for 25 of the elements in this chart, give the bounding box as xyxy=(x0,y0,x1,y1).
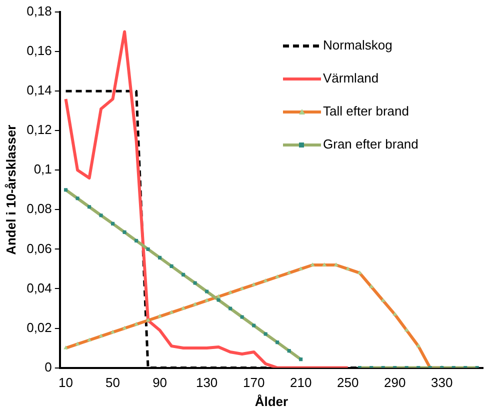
y-tick-label: 0,1 xyxy=(34,162,52,177)
y-tick-label: 0,18 xyxy=(26,4,52,19)
y-tick-label: 0,14 xyxy=(26,82,52,98)
x-axis-title: Ålder xyxy=(254,394,288,409)
y-tick-label: 0,12 xyxy=(26,122,52,138)
legend-label: Normalskog xyxy=(323,38,392,53)
x-tick-label: 330 xyxy=(431,375,453,390)
x-tick-label: 210 xyxy=(290,375,312,390)
y-axis-title: Andel i 10-årsklasser xyxy=(3,124,18,255)
y-tick-label: 0,02 xyxy=(26,320,52,335)
legend-label: Värmland xyxy=(323,70,379,86)
x-tick-label: 90 xyxy=(152,375,168,390)
x-tick-label: 130 xyxy=(196,375,218,390)
y-tick-label: 0,16 xyxy=(26,43,52,58)
legend-label: Gran efter brand xyxy=(323,136,418,152)
x-tick-label: 290 xyxy=(384,375,406,390)
y-tick-label: 0,04 xyxy=(26,280,52,296)
y-tick-label: 0,06 xyxy=(26,240,52,256)
legend-label: Tall efter brand xyxy=(323,104,409,119)
x-tick-label: 170 xyxy=(242,375,265,390)
y-tick-label: 0,08 xyxy=(26,201,52,216)
y-tick-label: 0 xyxy=(44,359,52,374)
x-tick-label: 250 xyxy=(336,375,359,390)
x-tick-label: 10 xyxy=(58,375,74,390)
x-tick-label: 50 xyxy=(106,375,120,390)
